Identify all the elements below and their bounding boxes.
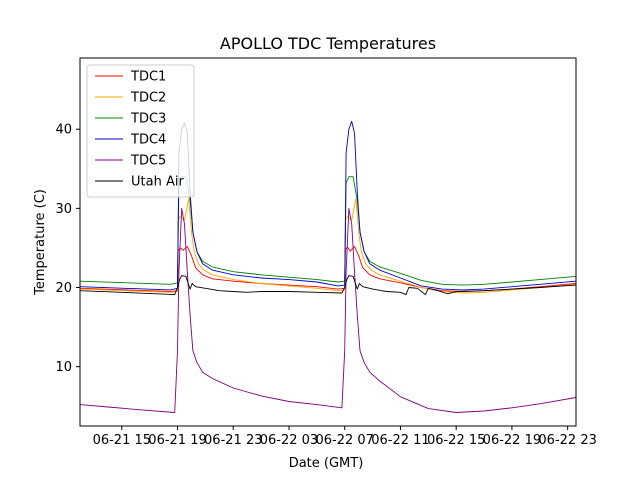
x-tick-label: 06-22 07	[315, 433, 373, 448]
y-axis-title: Temperature (C)	[33, 189, 48, 296]
legend-label: TDC1	[130, 70, 166, 85]
x-tick-label: 06-21 23	[204, 433, 262, 448]
y-tick-label: 30	[55, 202, 72, 217]
plot-area-frame	[79, 57, 577, 427]
y-tick-label: 40	[55, 123, 72, 138]
legend-label: TDC2	[130, 91, 166, 106]
x-axis-title: Date (GMT)	[289, 456, 364, 471]
x-tick-label: 06-22 03	[260, 433, 318, 448]
series-line-utah-air	[80, 275, 576, 296]
y-tick-label: 20	[55, 281, 72, 296]
legend-box	[86, 64, 195, 198]
x-tick-label: 06-22 19	[483, 433, 541, 448]
legend: TDC1 TDC2 TDC3 TDC4 TDC5 Utah Air	[86, 64, 195, 198]
y-tick-label: 10	[55, 360, 72, 375]
x-tick-label: 06-21 19	[148, 433, 206, 448]
x-tick-label: 06-22 15	[427, 433, 485, 448]
x-tick-label: 06-22 23	[538, 433, 596, 448]
x-tick-label: 06-22 11	[371, 433, 429, 448]
series-line-tdc5	[80, 207, 576, 413]
legend-label: Utah Air	[131, 175, 184, 190]
y-axis: 10 20 30 40	[55, 123, 80, 375]
legend-label: TDC4	[130, 133, 166, 148]
legend-label: TDC5	[130, 154, 166, 169]
legend-label: TDC3	[130, 112, 166, 127]
chart-title: APOLLO TDC Temperatures	[220, 34, 436, 53]
x-tick-label: 06-21 15	[93, 433, 151, 448]
